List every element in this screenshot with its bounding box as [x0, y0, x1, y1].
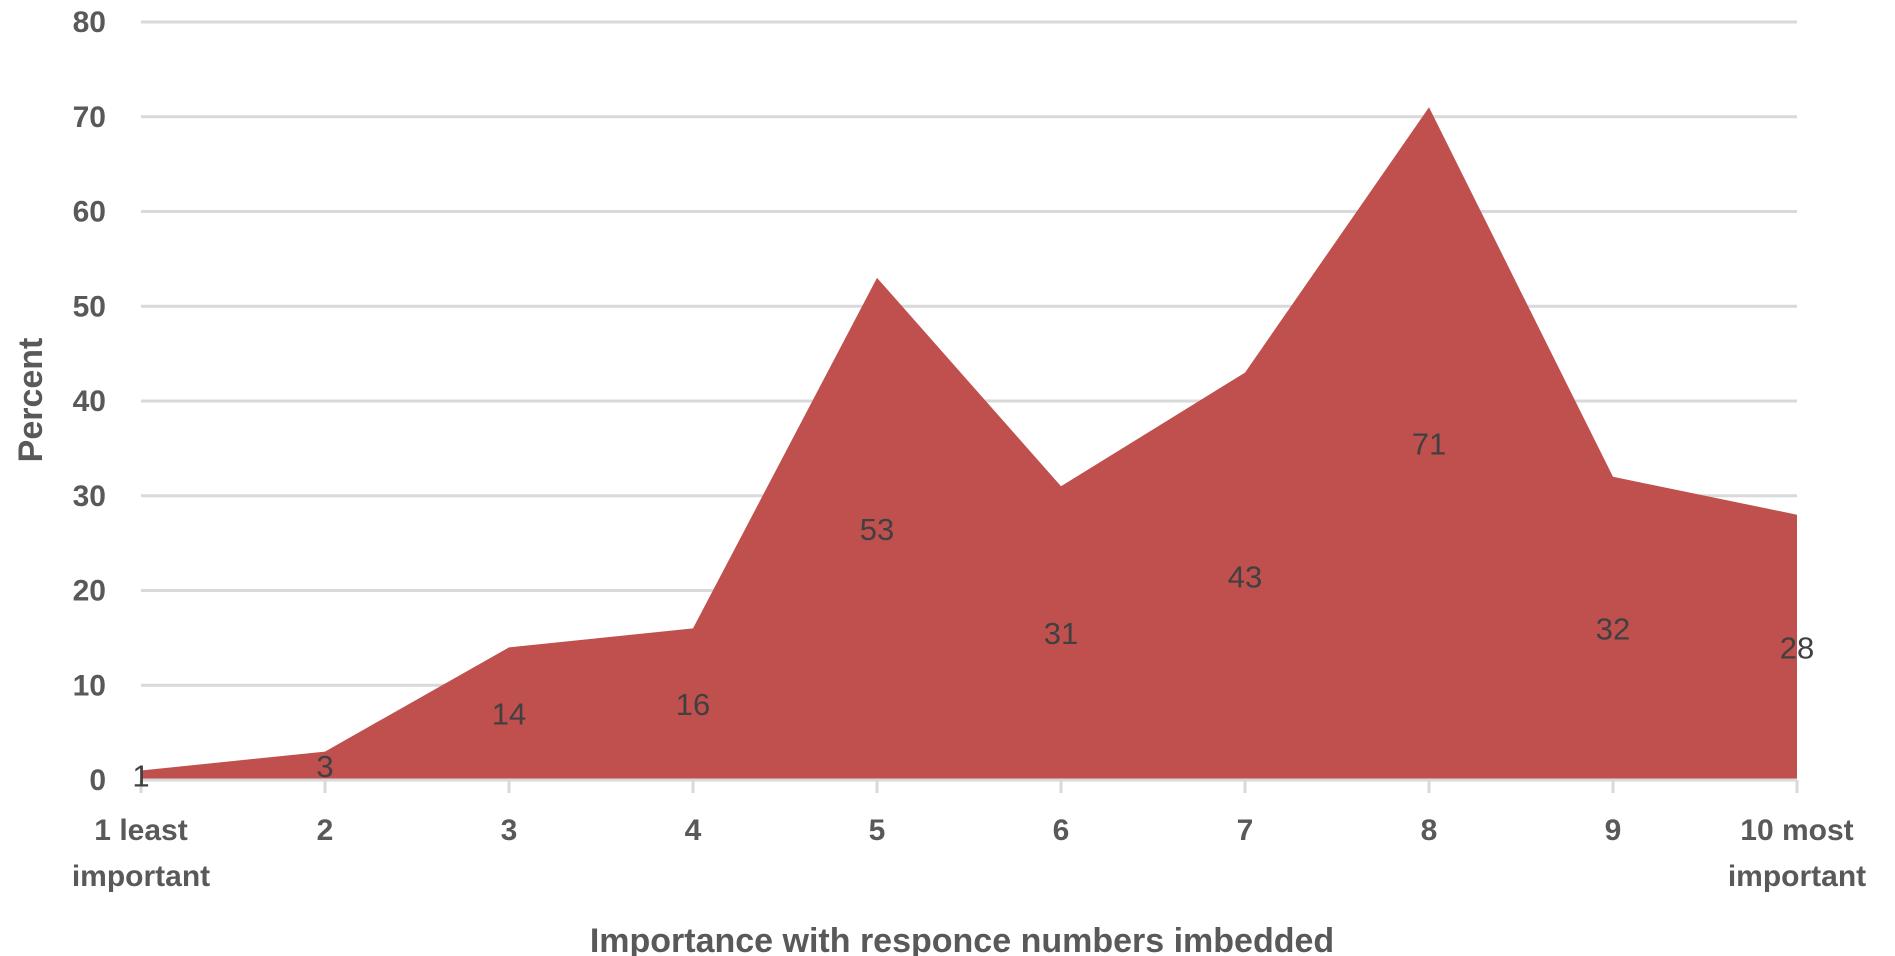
x-tick-label: 8: [1421, 814, 1438, 847]
y-tick-label: 80: [73, 6, 106, 39]
plot-area: [139, 107, 1799, 793]
x-tick-label: 2: [317, 814, 334, 847]
x-tick-label: 3: [501, 814, 518, 847]
data-label: 3: [316, 749, 333, 784]
data-label: 53: [860, 512, 894, 547]
y-tick-label: 0: [89, 764, 106, 797]
y-tick-label: 40: [73, 385, 106, 418]
x-tick-label: 5: [869, 814, 886, 847]
y-tick-label: 10: [73, 669, 106, 702]
y-tick-label: 50: [73, 290, 106, 323]
series-area: [141, 107, 1797, 780]
data-label: 16: [676, 687, 710, 722]
x-tick-label: 4: [685, 814, 702, 847]
data-label: 14: [492, 697, 526, 732]
data-label: 71: [1412, 427, 1446, 462]
x-tick-label: 7: [1237, 814, 1254, 847]
y-tick-label: 30: [73, 480, 106, 513]
data-label: 28: [1780, 630, 1814, 665]
x-tick-label: 9: [1605, 814, 1622, 847]
data-label: 32: [1596, 611, 1630, 646]
x-axis-title: Importance with responce numbers imbedde…: [590, 922, 1334, 956]
y-axis-tick-labels: 0 10 20 30 40 50 60 70 80: [73, 6, 106, 797]
y-tick-label: 60: [73, 196, 106, 229]
data-labels: 1 3 14 16 53 31 43 71 32 28: [132, 427, 1814, 794]
data-label: 1: [132, 758, 149, 793]
y-tick-label: 70: [73, 101, 106, 134]
x-tick-label: 6: [1053, 814, 1070, 847]
data-label: 31: [1044, 616, 1078, 651]
y-axis-title: Percent: [12, 338, 50, 463]
x-tick-label: 10 most important: [1728, 814, 1866, 893]
x-axis-tick-labels: 1 least important 2 3 4 5 6 7 8 9 10 most important: [72, 814, 1866, 893]
data-label: 43: [1228, 559, 1262, 594]
y-tick-label: 20: [73, 575, 106, 608]
x-tick-label: 1 least important: [72, 814, 210, 893]
